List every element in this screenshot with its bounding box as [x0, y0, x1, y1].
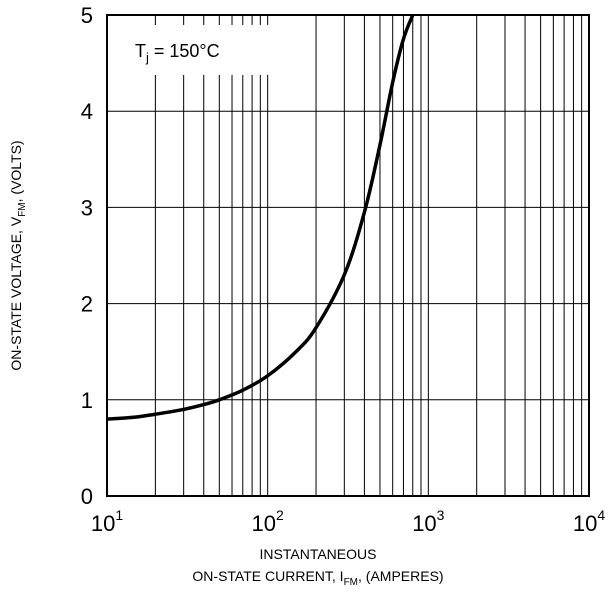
x-tick-labels: 101 102 103 104	[91, 507, 605, 536]
x-tick-label: 101	[91, 507, 123, 536]
x-axis-title-suffix: , (AMPERES)	[358, 568, 444, 584]
annotation-subscript: j	[145, 50, 149, 65]
x-tick-base: 10	[252, 511, 276, 536]
annotation-box	[117, 25, 269, 75]
x-tick-base: 10	[91, 511, 115, 536]
x-tick-base: 10	[573, 511, 597, 536]
y-tick-label: 2	[81, 292, 93, 317]
annotation-main: T	[135, 41, 146, 61]
x-tick-exponent: 1	[115, 507, 123, 523]
annotation-temperature: Tj = 150°C	[135, 41, 220, 65]
x-axis-title-line1: INSTANTANEOUS	[260, 546, 377, 562]
y-tick-label: 4	[81, 99, 93, 124]
y-axis-title: ON-STATE VOLTAGE, VFM, (VOLTS)	[8, 140, 28, 370]
grid-lines	[107, 15, 589, 496]
y-axis-title-suffix: , (VOLTS)	[8, 140, 24, 202]
x-axis-title-line2: ON-STATE CURRENT, IFM, (AMPERES)	[192, 568, 443, 588]
y-tick-label: 1	[81, 388, 93, 413]
x-tick-label: 104	[573, 507, 605, 536]
series-layer	[106, 14, 415, 421]
annotation-rest: = 150°C	[149, 41, 220, 61]
series-line	[106, 14, 415, 421]
x-tick-exponent: 3	[437, 507, 445, 523]
x-tick-label: 102	[252, 507, 284, 536]
x-axis-title-prefix: ON-STATE CURRENT, I	[192, 568, 343, 584]
x-tick-exponent: 2	[276, 507, 284, 523]
y-tick-label: 5	[81, 3, 93, 28]
y-tick-labels: 0 1 2 3 4 5	[81, 3, 93, 509]
x-tick-base: 10	[412, 511, 436, 536]
y-tick-label: 3	[81, 195, 93, 220]
x-axis-title-subscript: FM	[344, 577, 358, 588]
y-tick-label: 0	[81, 484, 93, 509]
x-tick-exponent: 4	[597, 507, 605, 523]
y-axis-title-subscript: FM	[17, 202, 28, 216]
plot-frame	[106, 14, 590, 497]
x-tick-label: 103	[412, 507, 444, 536]
y-axis-title-prefix: ON-STATE VOLTAGE, V	[8, 216, 24, 370]
